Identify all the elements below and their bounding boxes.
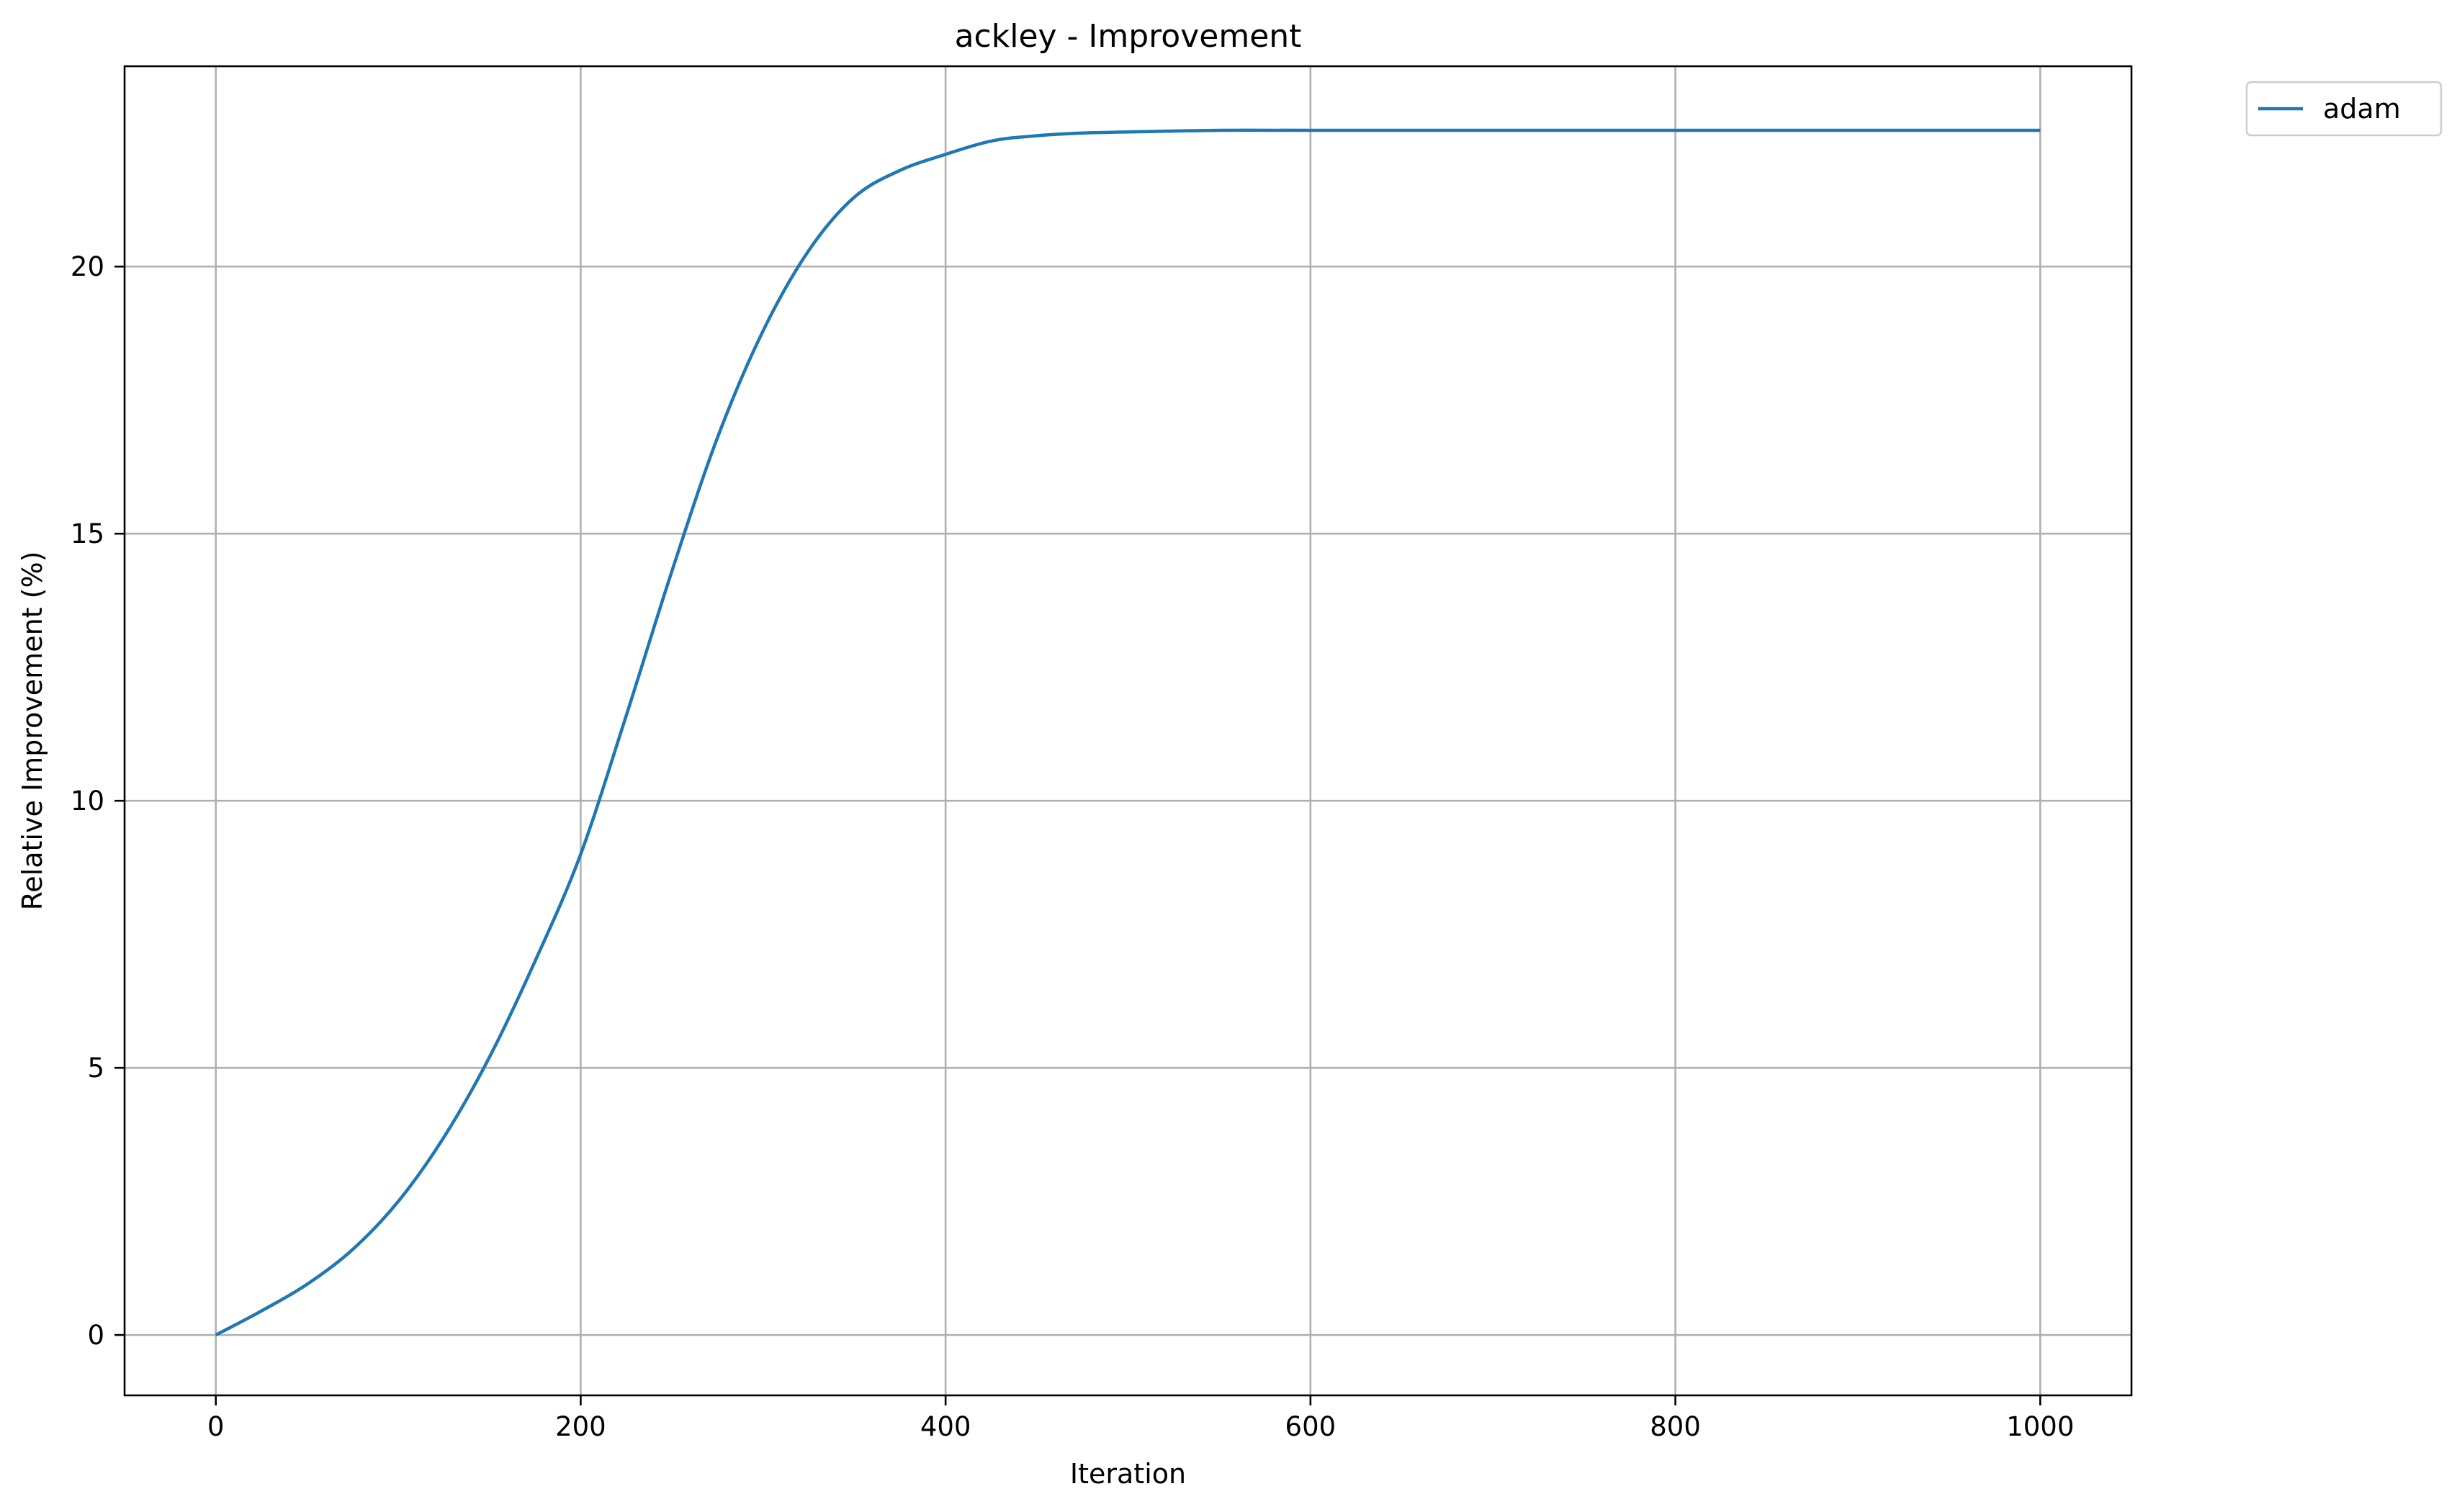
legend-box xyxy=(2245,81,2443,137)
grid xyxy=(125,66,2131,1395)
plot-frame xyxy=(123,65,2133,1397)
x-tick-label: 200 xyxy=(555,1411,606,1442)
y-tick-label: 15 xyxy=(71,518,104,549)
series-line-adam xyxy=(215,128,2041,1337)
x-axis-label: Iteration xyxy=(1070,1458,1186,1490)
legend-label-adam: adam xyxy=(2323,93,2401,125)
y-tick-label: 10 xyxy=(71,786,104,816)
x-tick-label: 0 xyxy=(207,1411,225,1442)
y-axis-label: Relative Improvement (%) xyxy=(17,552,48,911)
y-tick-label: 0 xyxy=(87,1320,104,1351)
x-tick-label: 400 xyxy=(920,1411,971,1442)
x-tick-label: 800 xyxy=(1650,1411,1701,1442)
y-axis: 0 5 10 15 20 xyxy=(71,251,125,1351)
legend: adam xyxy=(2245,81,2443,137)
series-layer xyxy=(215,128,2041,1337)
x-axis: 0 200 400 600 800 1000 xyxy=(207,1395,2074,1442)
y-tick-label: 5 xyxy=(87,1053,104,1084)
x-tick-label: 1000 xyxy=(2006,1411,2074,1442)
y-tick-label: 20 xyxy=(71,251,104,282)
x-tick-label: 600 xyxy=(1285,1411,1336,1442)
chart-title: ackley - Improvement xyxy=(955,18,1302,55)
